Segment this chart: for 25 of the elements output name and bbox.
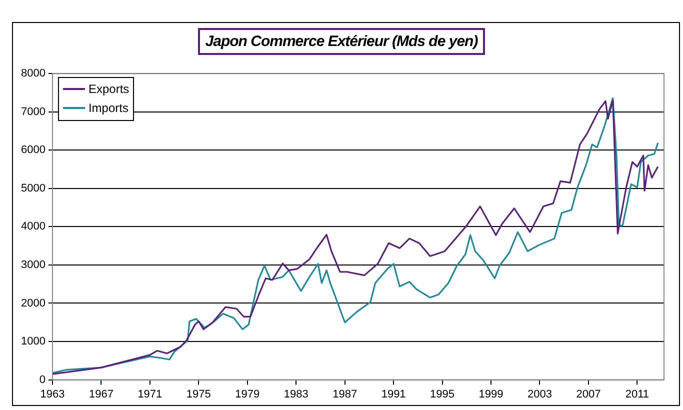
legend-label: Imports — [88, 101, 128, 116]
y-tick-label: 7000 — [20, 106, 46, 118]
x-tick-label: 1971 — [138, 388, 162, 400]
y-tick-label: 1000 — [20, 336, 46, 348]
x-tick-label: 1987 — [332, 388, 358, 400]
y-tick-label: 3000 — [20, 259, 46, 272]
y-tick-label: 0 — [39, 374, 46, 386]
x-tick-label: 1975 — [186, 388, 211, 400]
x-tick-label: 1983 — [284, 388, 308, 400]
x-tick-label: 1991 — [381, 388, 406, 400]
x-tick-label: 2007 — [576, 388, 601, 400]
y-tick-label: 5000 — [20, 182, 46, 194]
x-tick-label: 1967 — [88, 388, 114, 400]
chart-title: Japon Commerce Extérieur (Mds de yen) — [198, 28, 485, 55]
y-tick-label: 8000 — [20, 68, 46, 80]
x-tick-label: 2011 — [625, 388, 650, 400]
x-tick-label: 1979 — [235, 388, 260, 400]
x-tick-label: 2003 — [528, 388, 552, 400]
y-tick-label: 4000 — [20, 220, 46, 233]
x-tick-label: 1995 — [430, 388, 455, 400]
x-tick-label: 1999 — [478, 388, 504, 400]
legend-label: Exports — [88, 82, 130, 96]
y-tick-label: 2000 — [20, 297, 46, 310]
x-tick-label: 1963 — [40, 388, 65, 400]
y-tick-label: 6000 — [20, 144, 46, 156]
